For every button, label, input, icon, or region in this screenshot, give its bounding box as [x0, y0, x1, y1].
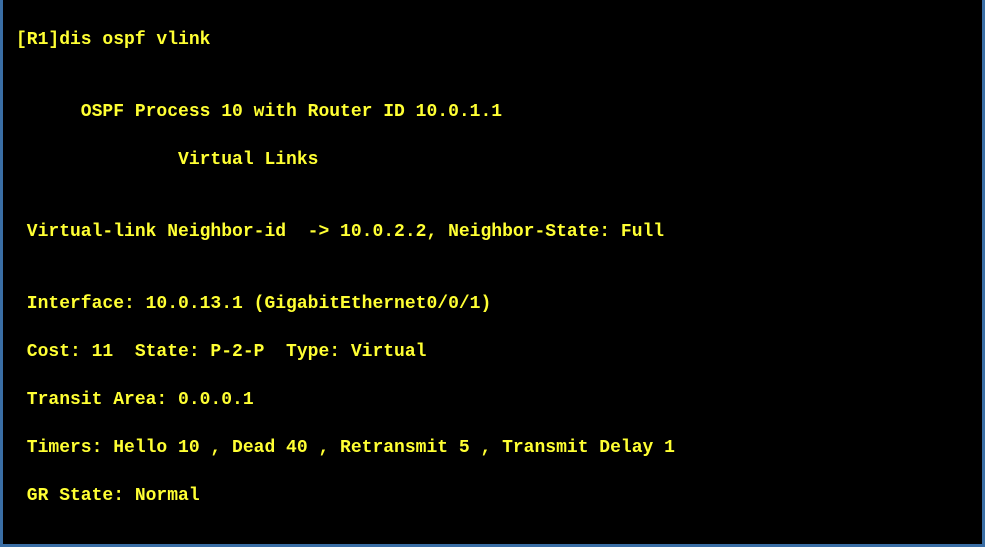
- cli-output-line: Timers: Hello 10 , Dead 40 , Retransmit …: [16, 436, 969, 460]
- cli-output-line: Cost: 11 State: P-2-P Type: Virtual: [16, 340, 969, 364]
- terminal-window: [R1]dis ospf vlink OSPF Process 10 with …: [0, 0, 985, 547]
- cli-output-line: Virtual Links: [16, 148, 969, 172]
- cli-command-line: [R1]dis ospf vlink: [16, 28, 969, 52]
- cli-output-line: Virtual-link Neighbor-id -> 10.0.2.2, Ne…: [16, 220, 969, 244]
- cli-output-line: Interface: 10.0.13.1 (GigabitEthernet0/0…: [16, 292, 969, 316]
- cli-output-line: Transit Area: 0.0.0.1: [16, 388, 969, 412]
- terminal-output[interactable]: [R1]dis ospf vlink OSPF Process 10 with …: [6, 0, 979, 541]
- cli-output-line: OSPF Process 10 with Router ID 10.0.1.1: [16, 100, 969, 124]
- cli-output-line: GR State: Normal: [16, 484, 969, 508]
